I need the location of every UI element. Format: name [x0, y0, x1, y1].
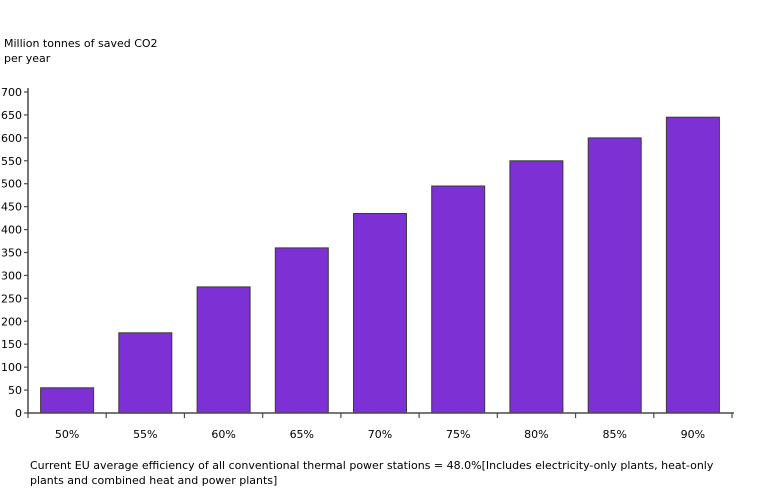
y-axis-tick-label: 250: [1, 292, 22, 305]
x-axis-tick-label: 75%: [446, 428, 470, 441]
y-axis-tick-label: 400: [1, 224, 22, 237]
bar: [196, 286, 251, 414]
bar: [353, 213, 407, 414]
y-axis-tick-label: 200: [1, 315, 22, 328]
y-axis-tick-label: 350: [1, 247, 22, 260]
y-axis-tick-label: 0: [15, 407, 22, 420]
y-axis-tick-label: 650: [1, 109, 22, 122]
bar: [509, 160, 564, 414]
x-axis-tick-label: 85%: [602, 428, 626, 441]
x-axis-tick-label: 80%: [524, 428, 548, 441]
y-axis-tick-label: 50: [8, 384, 22, 397]
x-axis-tick-label: 50%: [55, 428, 79, 441]
x-axis-tick-label: 60%: [211, 428, 235, 441]
x-axis-tick-label: 55%: [133, 428, 157, 441]
footnote: Current EU average efficiency of all con…: [30, 459, 714, 487]
y-axis-tick-label: 300: [1, 269, 22, 282]
y-axis-title-line2: per year: [4, 52, 51, 65]
y-axis-tick-label: 700: [1, 86, 22, 99]
bar: [40, 387, 95, 414]
bar: [431, 185, 486, 414]
bar-chart-svg: 0 50 100 150 200 250 300 350 400 450 500 550 600 650 7…: [1, 86, 734, 441]
y-axis-tick-label: 550: [1, 155, 22, 168]
y-axis-tick-label: 450: [1, 201, 22, 214]
bar: [587, 137, 642, 414]
x-axis-tick-label: 90%: [681, 428, 705, 441]
y-axis-tick-label: 150: [1, 338, 22, 351]
y-axis-tick-label: 100: [1, 361, 22, 374]
x-axis-tick-label: 70%: [368, 428, 392, 441]
bar: [118, 332, 173, 414]
x-axis-tick-label: 65%: [290, 428, 314, 441]
y-axis-title-line1: Million tonnes of saved CO2: [4, 37, 158, 50]
y-axis-tick-label: 600: [1, 132, 22, 145]
y-axis-title: Million tonnes of saved CO2 per year: [4, 36, 158, 66]
y-axis-tick-label: 500: [1, 178, 22, 191]
bar: [665, 116, 720, 414]
bar: [274, 247, 329, 414]
